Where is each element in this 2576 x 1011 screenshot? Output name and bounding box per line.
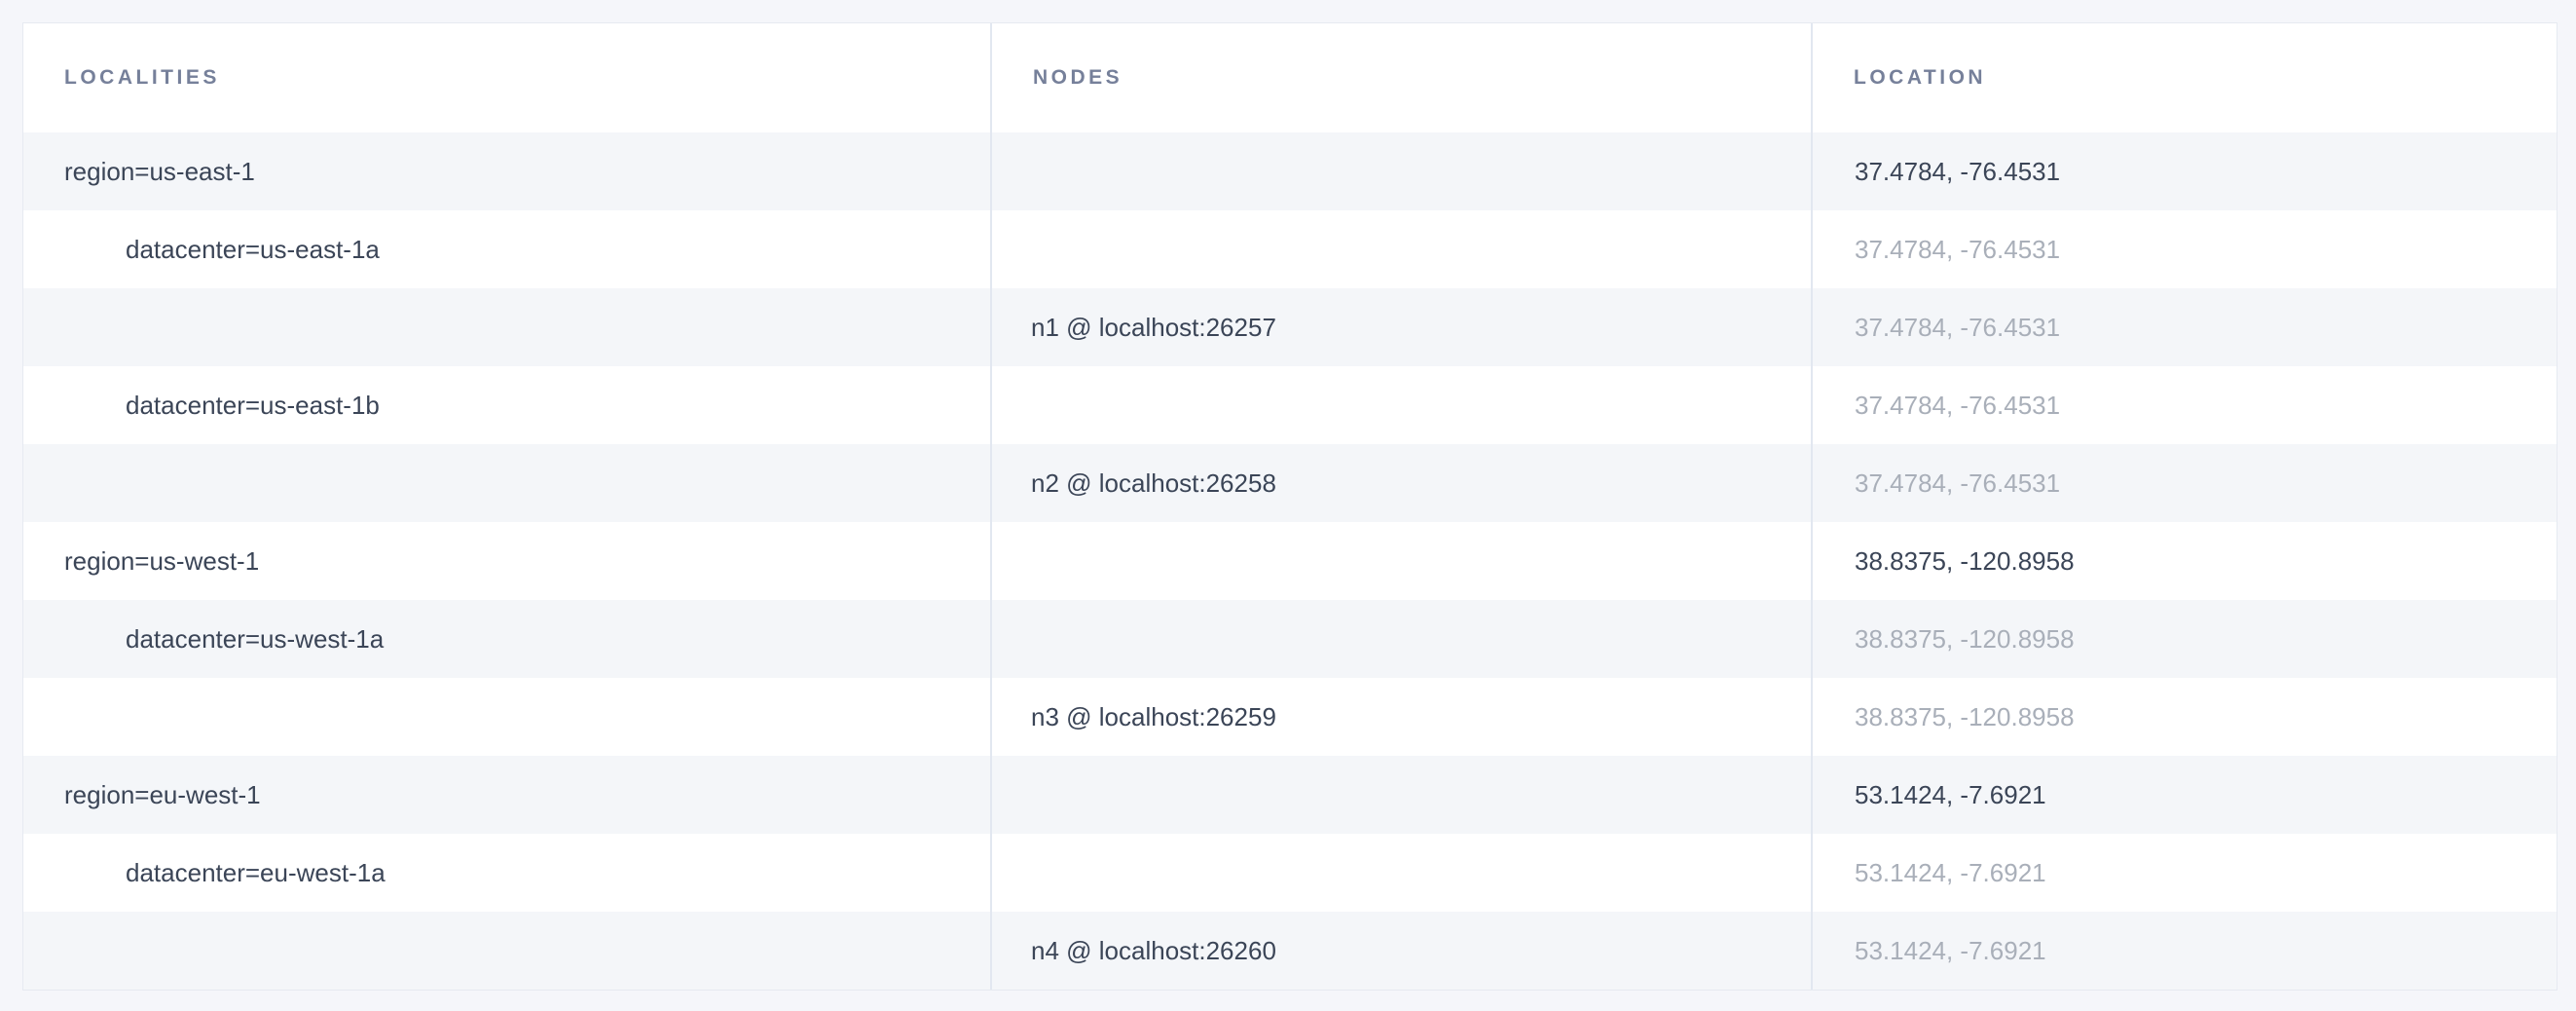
locality-cell: region=us-west-1 (23, 522, 990, 600)
table-row-node-n1: n1 @ localhost:26257 37.4784, -76.4531 (23, 288, 2557, 366)
locality-cell: region=us-east-1 (23, 132, 990, 210)
table-row-node-n2: n2 @ localhost:26258 37.4784, -76.4531 (23, 444, 2557, 522)
location-cell: 38.8375, -120.8958 (1811, 600, 2557, 678)
node-cell (990, 210, 1811, 288)
node-cell (990, 366, 1811, 444)
node-cell: n4 @ localhost:26260 (990, 912, 1811, 990)
table-row-node-n3: n3 @ localhost:26259 38.8375, -120.8958 (23, 678, 2557, 756)
table-header: LOCALITIES NODES LOCATION (23, 23, 2557, 132)
location-cell: 37.4784, -76.4531 (1811, 288, 2557, 366)
location-cell: 53.1424, -7.6921 (1811, 756, 2557, 834)
table-row-region-us-east-1: region=us-east-1 37.4784, -76.4531 (23, 132, 2557, 210)
node-cell (990, 600, 1811, 678)
locality-cell: datacenter=us-east-1b (23, 366, 990, 444)
column-header-nodes: NODES (990, 23, 1811, 132)
node-cell (990, 834, 1811, 912)
table-row-region-eu-west-1: region=eu-west-1 53.1424, -7.6921 (23, 756, 2557, 834)
locality-cell: datacenter=us-west-1a (23, 600, 990, 678)
table-row-datacenter-us-east-1a: datacenter=us-east-1a 37.4784, -76.4531 (23, 210, 2557, 288)
table-row-datacenter-us-west-1a: datacenter=us-west-1a 38.8375, -120.8958 (23, 600, 2557, 678)
location-cell: 37.4784, -76.4531 (1811, 444, 2557, 522)
location-cell: 37.4784, -76.4531 (1811, 366, 2557, 444)
node-cell (990, 132, 1811, 210)
locality-cell (23, 912, 990, 990)
node-cell: n2 @ localhost:26258 (990, 444, 1811, 522)
locality-cell (23, 678, 990, 756)
table-row-datacenter-us-east-1b: datacenter=us-east-1b 37.4784, -76.4531 (23, 366, 2557, 444)
node-cell: n1 @ localhost:26257 (990, 288, 1811, 366)
location-cell: 38.8375, -120.8958 (1811, 522, 2557, 600)
location-cell: 37.4784, -76.4531 (1811, 210, 2557, 288)
table-row-node-n4: n4 @ localhost:26260 53.1424, -7.6921 (23, 912, 2557, 990)
column-header-localities: LOCALITIES (23, 23, 990, 132)
table-row-region-us-west-1: region=us-west-1 38.8375, -120.8958 (23, 522, 2557, 600)
node-cell (990, 522, 1811, 600)
header-row: LOCALITIES NODES LOCATION (23, 23, 2557, 132)
localities-table: LOCALITIES NODES LOCATION region=us-east… (22, 22, 2558, 991)
locality-cell: region=eu-west-1 (23, 756, 990, 834)
locality-cell (23, 288, 990, 366)
node-cell (990, 756, 1811, 834)
table-row-datacenter-eu-west-1a: datacenter=eu-west-1a 53.1424, -7.6921 (23, 834, 2557, 912)
location-cell: 38.8375, -120.8958 (1811, 678, 2557, 756)
locality-cell: datacenter=us-east-1a (23, 210, 990, 288)
column-header-location: LOCATION (1811, 23, 2557, 132)
location-cell: 53.1424, -7.6921 (1811, 912, 2557, 990)
location-cell: 37.4784, -76.4531 (1811, 132, 2557, 210)
node-cell: n3 @ localhost:26259 (990, 678, 1811, 756)
locality-cell (23, 444, 990, 522)
locality-cell: datacenter=eu-west-1a (23, 834, 990, 912)
table-body: region=us-east-1 37.4784, -76.4531 datac… (23, 132, 2557, 990)
location-cell: 53.1424, -7.6921 (1811, 834, 2557, 912)
